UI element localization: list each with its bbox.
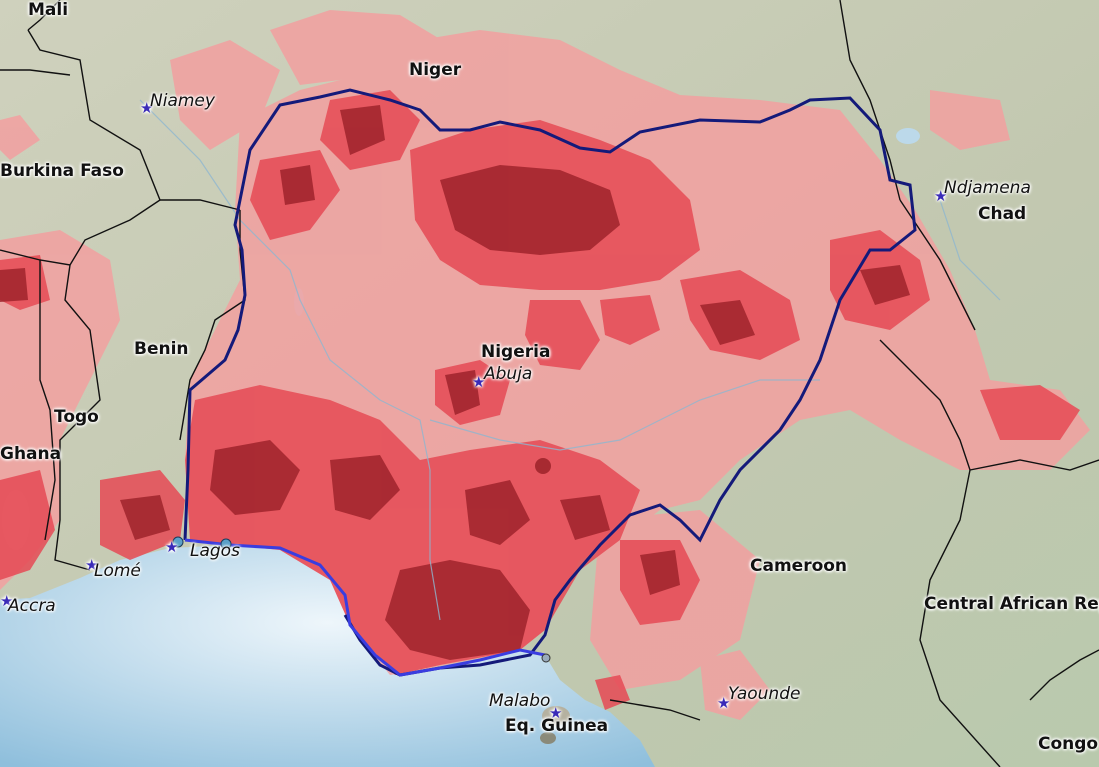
label-abuja: Abuja: [484, 364, 533, 384]
star-icon-malabo[interactable]: ★: [549, 704, 563, 722]
label-malabo: Malabo: [489, 691, 551, 711]
bioko-island: [542, 706, 570, 726]
label-yaounde: Yaounde: [728, 684, 801, 704]
label-niger: Niger: [409, 60, 462, 80]
label-benin: Benin: [134, 339, 189, 359]
label-ghana: Ghana: [0, 444, 62, 464]
star-icon-lome[interactable]: ★: [85, 556, 99, 574]
star-icon-ndjamena[interactable]: ★: [934, 187, 948, 205]
annobon-island: [540, 732, 556, 744]
choropleth-dark-layer: [0, 105, 910, 660]
nigeria-outline: [183, 88, 917, 677]
label-niamey: Niamey: [150, 91, 215, 111]
nigeria-coastline: [184, 538, 546, 677]
label-lagos: Lagos: [190, 541, 240, 561]
star-icon-lagos[interactable]: ★: [165, 538, 179, 556]
label-burkina-faso: Burkina Faso: [0, 161, 124, 181]
label-central-african-rep: Central African Rep: [924, 594, 1099, 614]
label-congo: Congo: [1038, 734, 1099, 754]
label-togo: Togo: [54, 407, 99, 427]
rivers: [139, 99, 1001, 621]
label-accra: Accra: [8, 596, 56, 616]
star-icon-yaounde[interactable]: ★: [717, 694, 731, 712]
town-dots: [172, 458, 551, 663]
star-icon-accra[interactable]: ★: [0, 592, 14, 610]
label-cameroon: Cameroon: [750, 556, 848, 576]
label-chad: Chad: [978, 204, 1027, 224]
star-icon-niamey[interactable]: ★: [140, 99, 154, 117]
label-lome: Lomé: [94, 561, 141, 581]
gulf-of-guinea: [0, 545, 655, 767]
label-ndjamena: Ndjamena: [944, 178, 1031, 198]
lake-chad: [896, 128, 920, 144]
label-mali: Mali: [28, 0, 69, 20]
star-icon-abuja[interactable]: ★: [472, 373, 486, 391]
label-eq-guinea: Eq. Guinea: [505, 716, 609, 736]
label-nigeria: Nigeria: [481, 342, 551, 362]
